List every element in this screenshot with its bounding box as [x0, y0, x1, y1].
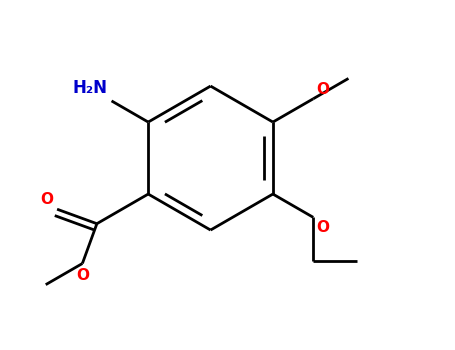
Text: O: O: [316, 82, 329, 97]
Text: O: O: [316, 220, 329, 235]
Text: O: O: [76, 268, 89, 283]
Text: H₂N: H₂N: [72, 79, 107, 97]
Text: O: O: [40, 192, 53, 206]
